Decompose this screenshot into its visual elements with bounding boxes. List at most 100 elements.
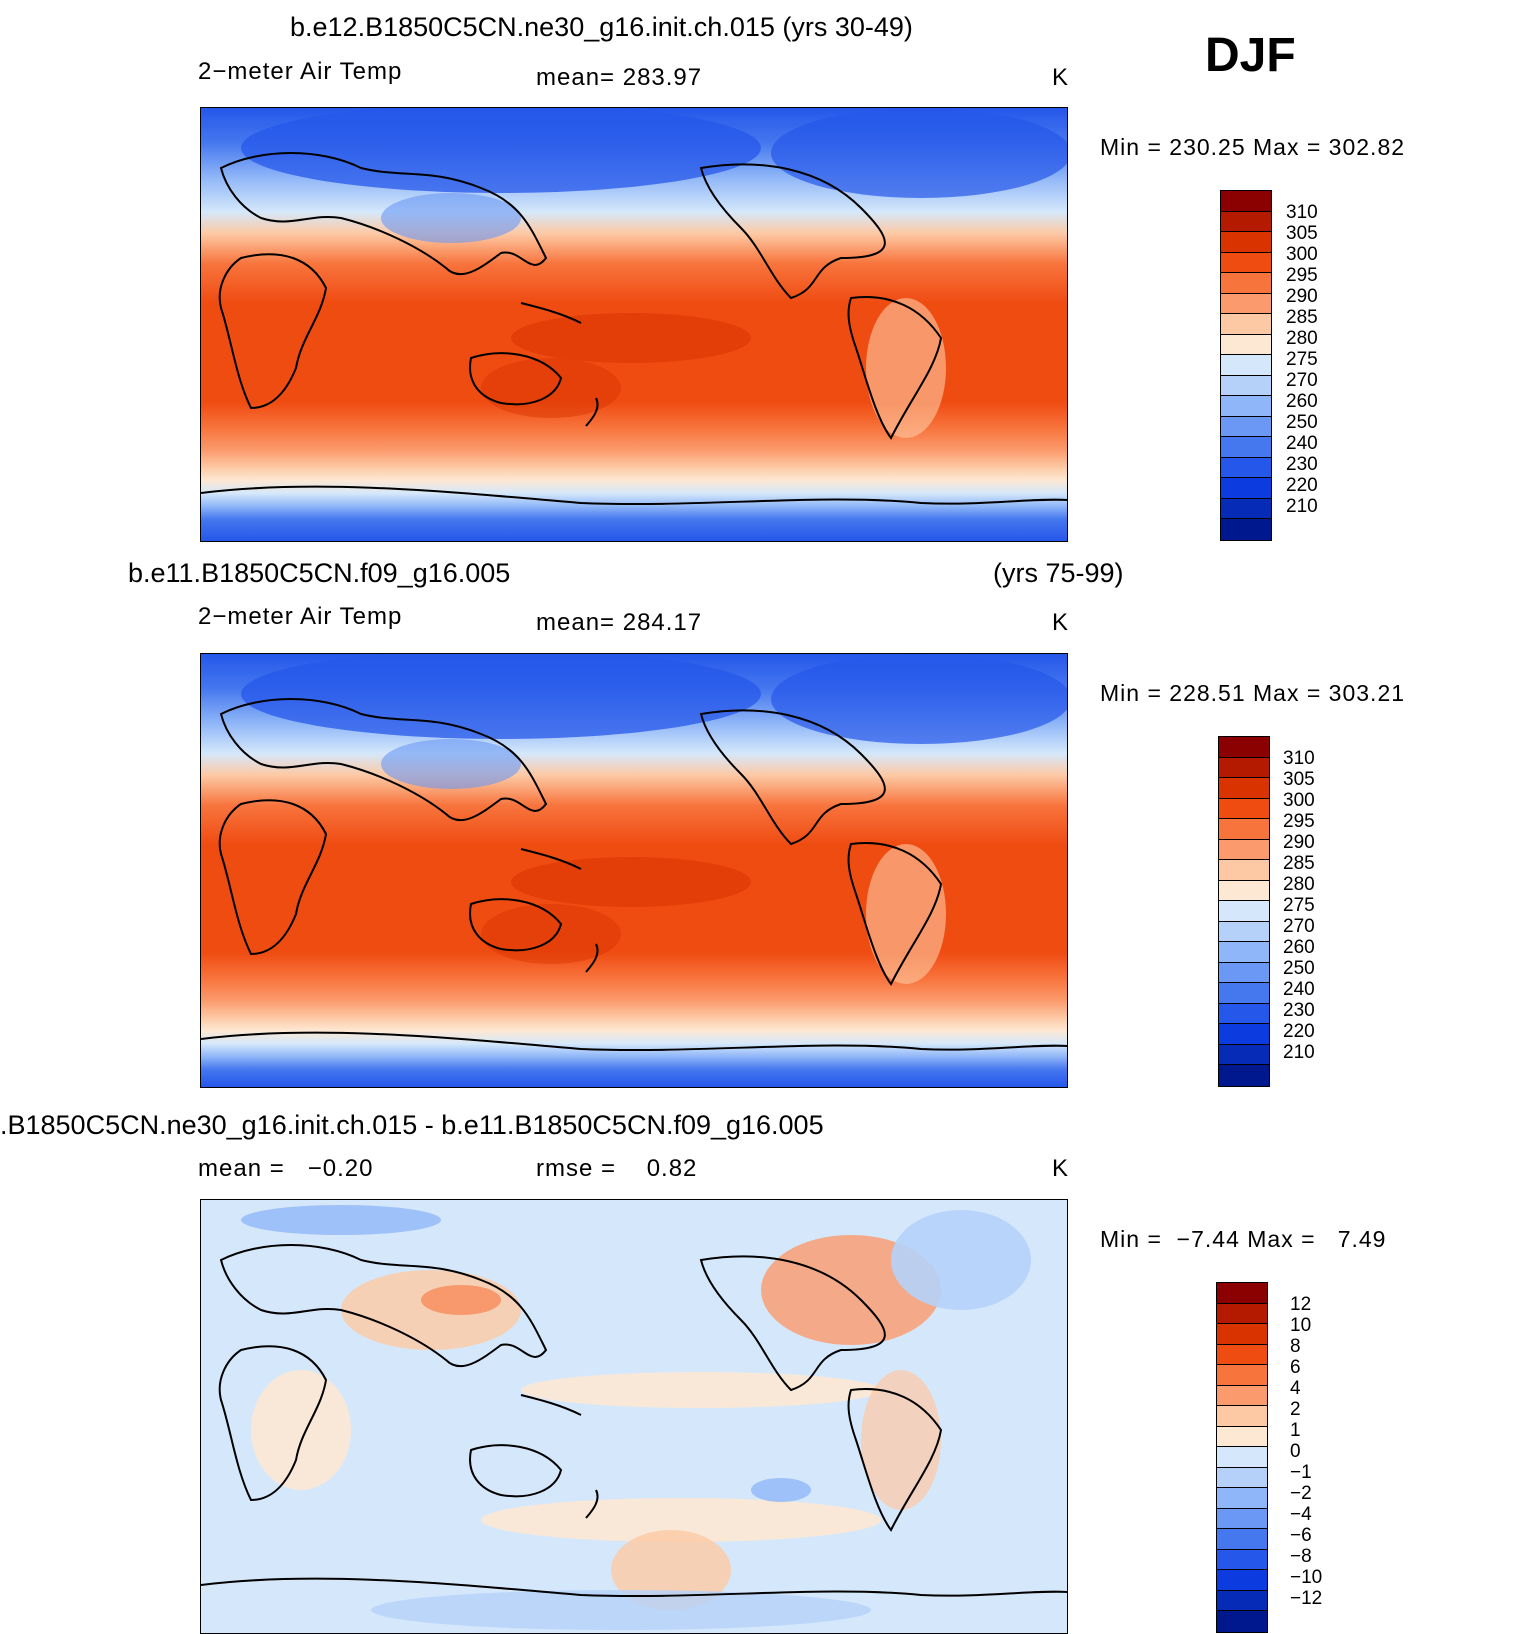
colorbar-tick-label: 280 xyxy=(1283,874,1315,895)
colorbar-swatch xyxy=(1217,1303,1267,1324)
colorbar-tick-label: 280 xyxy=(1286,328,1318,349)
season-label: DJF xyxy=(1205,29,1296,82)
colorbar-swatch xyxy=(1221,437,1271,458)
colorbar-tick-label: 290 xyxy=(1283,832,1315,853)
colorbar-tick-label: 290 xyxy=(1286,286,1318,307)
colorbar-swatch xyxy=(1217,1406,1267,1427)
colorbar-swatch xyxy=(1217,1283,1267,1304)
colorbar-tick-label: −4 xyxy=(1290,1504,1312,1525)
panel1-mean-label: mean= 283.97 xyxy=(536,64,703,91)
colorbar-tick-label: 305 xyxy=(1283,769,1315,790)
colorbar-tick-label: 2 xyxy=(1290,1399,1301,1420)
colorbar-swatch xyxy=(1221,416,1271,437)
panel1-title: b.e12.B1850C5CN.ne30_g16.init.ch.015 (yr… xyxy=(290,12,913,42)
colorbar-swatch xyxy=(1219,901,1269,922)
colorbar-tick-label: 210 xyxy=(1283,1042,1315,1063)
colorbar-swatch xyxy=(1219,1024,1269,1045)
colorbar-tick-label: −2 xyxy=(1290,1483,1312,1504)
colorbar-swatch xyxy=(1221,375,1271,396)
colorbar-swatch xyxy=(1217,1488,1267,1509)
colorbar-tick-label: −12 xyxy=(1290,1588,1323,1609)
colorbar-swatch xyxy=(1221,519,1271,540)
colorbar-tick-label: 240 xyxy=(1283,979,1315,1000)
colorbar-swatch xyxy=(1217,1324,1267,1345)
colorbar-swatch xyxy=(1221,498,1271,519)
colorbar-swatch xyxy=(1221,211,1271,232)
colorbar-swatch xyxy=(1217,1590,1267,1611)
colorbar-swatch xyxy=(1219,880,1269,901)
colorbar-tick-label: 260 xyxy=(1283,937,1315,958)
colorbar-tick-label: 285 xyxy=(1283,853,1315,874)
colorbar-swatch xyxy=(1219,1003,1269,1024)
colorbar-swatch xyxy=(1217,1426,1267,1447)
colorbar-swatch xyxy=(1217,1508,1267,1529)
panel3-minmax: Min = −7.44 Max = 7.49 xyxy=(1100,1226,1387,1252)
colorbar-tick-label: 10 xyxy=(1290,1315,1312,1336)
colorbar-swatch xyxy=(1217,1385,1267,1406)
colorbar-swatch xyxy=(1219,839,1269,860)
panel3-units: K xyxy=(1052,1155,1070,1182)
colorbar-swatch xyxy=(1221,273,1271,294)
panel2-units: K xyxy=(1052,609,1070,636)
colorbar-swatch xyxy=(1219,778,1269,799)
colorbar-swatch xyxy=(1219,860,1269,881)
panel3-rmse-label: rmse = 0.82 xyxy=(536,1155,698,1182)
panel3-colorbar-labels: 12 10 8 6 4 2 1 0 −1 −2 −4 −6 −8 −10 −12 xyxy=(1290,1294,1322,1609)
colorbar-swatch xyxy=(1221,191,1271,212)
colorbar-swatch xyxy=(1221,334,1271,355)
colorbar-tick-label: −10 xyxy=(1290,1567,1323,1588)
panel2-colorbar-labels: 310 305 300 295 290 285 280 275 270 260 250 240 230 2… xyxy=(1283,748,1315,1063)
panel1-units: K xyxy=(1052,64,1070,91)
colorbar-swatch xyxy=(1219,942,1269,963)
colorbar-tick-label: −8 xyxy=(1290,1546,1312,1567)
panel2-minmax: Min = 228.51 Max = 303.21 xyxy=(1100,680,1406,706)
colorbar-tick-label: 210 xyxy=(1286,496,1318,517)
colorbar-tick-label: 300 xyxy=(1283,790,1315,811)
panel2-title: b.e11.B1850C5CN.f09_g16.005 xyxy=(128,558,511,588)
colorbar-swatch xyxy=(1221,396,1271,417)
colorbar-tick-label: 270 xyxy=(1283,916,1315,937)
colorbar-tick-label: −1 xyxy=(1290,1462,1312,1483)
colorbar-tick-label: 310 xyxy=(1283,748,1315,769)
colorbar-tick-label: 300 xyxy=(1286,244,1318,265)
colorbar-tick-label: 295 xyxy=(1286,265,1318,286)
colorbar-tick-label: 6 xyxy=(1290,1357,1301,1378)
colorbar-tick-label: 230 xyxy=(1283,1000,1315,1021)
colorbar-swatch xyxy=(1221,457,1271,478)
colorbar-swatch xyxy=(1219,757,1269,778)
colorbar-tick-label: 275 xyxy=(1283,895,1315,916)
panel1-map xyxy=(200,107,1068,542)
colorbar-tick-label: −6 xyxy=(1290,1525,1312,1546)
colorbar-swatch xyxy=(1219,737,1269,758)
panel2-title-years: (yrs 75-99) xyxy=(993,558,1124,588)
colorbar-tick-label: 305 xyxy=(1286,223,1318,244)
colorbar-tick-label: 220 xyxy=(1283,1021,1315,1042)
colorbar-swatch xyxy=(1217,1529,1267,1550)
colorbar-tick-label: 4 xyxy=(1290,1378,1301,1399)
panel2-variable-label: 2−meter Air Temp xyxy=(198,603,403,630)
colorbar-tick-label: 240 xyxy=(1286,433,1318,454)
colorbar-tick-label: 250 xyxy=(1286,412,1318,433)
panel1-colorbar xyxy=(1220,190,1272,541)
panel1-map-plot xyxy=(201,108,1067,541)
colorbar-swatch xyxy=(1221,252,1271,273)
colorbar-tick-label: 275 xyxy=(1286,349,1318,370)
panel2-map xyxy=(200,653,1068,1088)
colorbar-swatch xyxy=(1217,1344,1267,1365)
panel2-colorbar xyxy=(1218,736,1270,1087)
colorbar-swatch xyxy=(1217,1467,1267,1488)
colorbar-swatch xyxy=(1219,1065,1269,1086)
panel1-colorbar-labels: 310 305 300 295 290 285 280 275 270 260 250 240 230 2… xyxy=(1286,202,1318,517)
colorbar-tick-label: 310 xyxy=(1286,202,1318,223)
panel2-map-plot xyxy=(201,654,1067,1087)
panel3-mean-label: mean = −0.20 xyxy=(198,1155,374,1182)
colorbar-tick-label: 12 xyxy=(1290,1294,1312,1315)
colorbar-tick-label: 260 xyxy=(1286,391,1318,412)
panel3-map xyxy=(200,1199,1068,1634)
colorbar-swatch xyxy=(1217,1365,1267,1386)
colorbar-tick-label: 220 xyxy=(1286,475,1318,496)
colorbar-swatch xyxy=(1221,232,1271,253)
panel3-colorbar xyxy=(1216,1282,1268,1633)
colorbar-tick-label: 295 xyxy=(1283,811,1315,832)
colorbar-swatch xyxy=(1219,921,1269,942)
